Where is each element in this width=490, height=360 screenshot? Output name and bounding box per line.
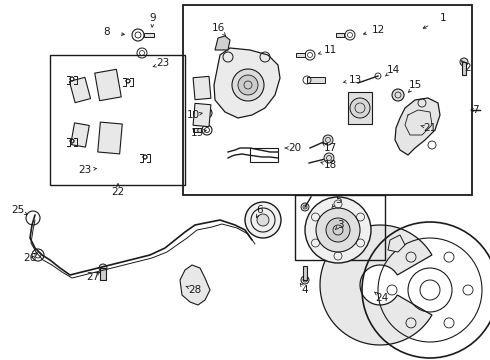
Polygon shape bbox=[462, 62, 466, 75]
Circle shape bbox=[324, 153, 334, 163]
Text: 18: 18 bbox=[323, 160, 337, 170]
Polygon shape bbox=[180, 265, 210, 305]
Circle shape bbox=[323, 135, 333, 145]
Polygon shape bbox=[336, 33, 344, 37]
Text: 9: 9 bbox=[149, 13, 156, 23]
Polygon shape bbox=[307, 77, 325, 83]
Text: 26: 26 bbox=[24, 253, 37, 263]
Circle shape bbox=[301, 203, 309, 211]
Circle shape bbox=[238, 75, 258, 95]
Bar bbox=[295, 195, 385, 260]
Polygon shape bbox=[193, 111, 201, 115]
Text: 7: 7 bbox=[472, 105, 478, 115]
Text: 12: 12 bbox=[371, 25, 385, 35]
Text: 23: 23 bbox=[156, 58, 170, 68]
Bar bbox=[50, 55, 185, 185]
Polygon shape bbox=[215, 36, 230, 50]
Text: 10: 10 bbox=[186, 110, 199, 120]
Text: 27: 27 bbox=[86, 272, 99, 282]
Circle shape bbox=[245, 202, 281, 238]
Text: 5: 5 bbox=[335, 195, 342, 205]
Text: 3: 3 bbox=[337, 220, 343, 230]
Text: 25: 25 bbox=[11, 205, 24, 215]
Polygon shape bbox=[193, 76, 211, 100]
Text: 1: 1 bbox=[440, 13, 446, 23]
Text: 11: 11 bbox=[323, 45, 337, 55]
Circle shape bbox=[257, 214, 269, 226]
Circle shape bbox=[316, 208, 360, 252]
Polygon shape bbox=[296, 53, 305, 57]
Polygon shape bbox=[395, 98, 440, 155]
Text: 23: 23 bbox=[78, 165, 92, 175]
Text: 15: 15 bbox=[408, 80, 421, 90]
Polygon shape bbox=[214, 48, 280, 118]
Text: 21: 21 bbox=[423, 123, 437, 133]
Text: 17: 17 bbox=[323, 143, 337, 153]
Polygon shape bbox=[348, 92, 372, 124]
Text: 2: 2 bbox=[465, 63, 471, 73]
Polygon shape bbox=[303, 266, 307, 280]
Bar bbox=[183, 5, 472, 195]
Bar bbox=[250, 148, 278, 162]
Circle shape bbox=[326, 218, 350, 242]
Polygon shape bbox=[95, 69, 121, 101]
Text: 8: 8 bbox=[104, 27, 110, 37]
Circle shape bbox=[460, 58, 468, 66]
Circle shape bbox=[232, 69, 264, 101]
Polygon shape bbox=[320, 225, 432, 345]
Text: 24: 24 bbox=[375, 293, 389, 303]
Polygon shape bbox=[70, 77, 91, 103]
Text: 16: 16 bbox=[211, 23, 224, 33]
Circle shape bbox=[392, 89, 404, 101]
Text: 13: 13 bbox=[348, 75, 362, 85]
Polygon shape bbox=[193, 103, 211, 127]
Text: 22: 22 bbox=[111, 187, 124, 197]
Text: 6: 6 bbox=[257, 205, 263, 215]
Circle shape bbox=[301, 276, 309, 284]
Circle shape bbox=[350, 98, 370, 118]
Text: 19: 19 bbox=[191, 128, 204, 138]
Polygon shape bbox=[193, 128, 201, 132]
Text: 14: 14 bbox=[387, 65, 400, 75]
Circle shape bbox=[305, 197, 371, 263]
Polygon shape bbox=[71, 123, 89, 147]
Text: 20: 20 bbox=[289, 143, 301, 153]
Circle shape bbox=[99, 264, 107, 272]
Text: 4: 4 bbox=[302, 285, 308, 295]
Polygon shape bbox=[388, 235, 405, 252]
Polygon shape bbox=[100, 268, 106, 280]
Polygon shape bbox=[144, 33, 154, 37]
Text: 28: 28 bbox=[188, 285, 201, 295]
Polygon shape bbox=[98, 122, 122, 154]
